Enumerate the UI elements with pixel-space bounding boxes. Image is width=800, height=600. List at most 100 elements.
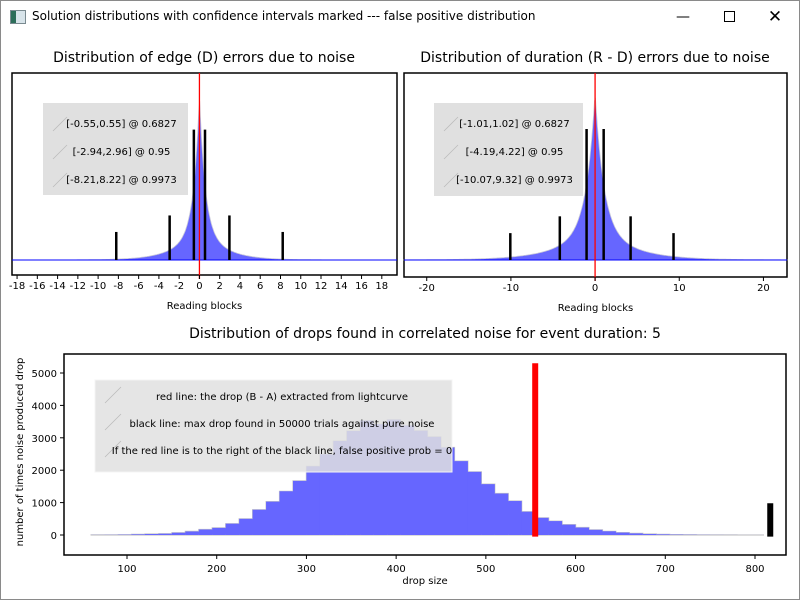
- legend-swatch-icon: [104, 440, 122, 458]
- y-tick-label: 2000: [32, 466, 57, 477]
- histogram-bar: [144, 534, 159, 535]
- y-tick-label: 0: [51, 531, 57, 542]
- histogram-bar: [467, 471, 482, 535]
- histogram-bar: [521, 511, 536, 535]
- histogram-bar: [239, 518, 253, 535]
- x-tick-label: 600: [566, 564, 585, 575]
- x-tick-label: 12: [315, 281, 328, 292]
- histogram-bar: [642, 534, 657, 535]
- histogram-bar: [319, 454, 334, 535]
- legend-swatch-icon: [104, 386, 122, 404]
- x-tick-label: 10: [673, 283, 686, 294]
- legend-swatch-icon: [52, 116, 68, 132]
- x-tick-label: 300: [297, 564, 316, 575]
- x-tick-label: 500: [476, 564, 495, 575]
- legend-swatch-icon: [52, 172, 68, 188]
- y-tick-label: 1000: [32, 499, 57, 510]
- y-tick-label: 4000: [32, 401, 57, 412]
- histogram-bar: [481, 484, 495, 535]
- x-tick-label: 400: [387, 564, 406, 575]
- x-tick-label: 200: [207, 564, 226, 575]
- histogram-bar: [494, 493, 509, 535]
- legend-box: [94, 379, 453, 473]
- window-title: Solution distributions with confidence i…: [32, 9, 536, 23]
- histogram-bar: [252, 509, 267, 535]
- legend-box: [434, 103, 583, 196]
- edge-chart-title: Distribution of edge (D) errors due to n…: [53, 50, 355, 66]
- legend-entry: [-2.94,2.96] @ 0.95: [73, 147, 171, 158]
- legend-swatch-icon: [104, 413, 122, 431]
- x-axis-label: drop size: [402, 576, 447, 587]
- x-tick-label: 20: [757, 283, 770, 294]
- legend-swatch-icon: [443, 116, 459, 132]
- minimize-button[interactable]: —: [660, 1, 706, 32]
- histogram-bar: [575, 527, 590, 535]
- x-tick-label: 100: [117, 564, 136, 575]
- legend-entry: [-10.07,9.32] @ 0.9973: [456, 175, 573, 186]
- duration-chart-title: Distribution of duration (R - D) errors …: [420, 50, 770, 66]
- histogram-bar: [158, 533, 172, 535]
- histogram-bar: [629, 533, 643, 535]
- x-tick-label: 8: [277, 281, 283, 292]
- x-tick-label: 0: [196, 281, 202, 292]
- histogram-bar: [198, 529, 213, 535]
- histogram-bar: [454, 461, 468, 535]
- x-tick-label: 10: [294, 281, 307, 292]
- close-button[interactable]: ✕: [752, 1, 798, 32]
- x-tick-label: 6: [257, 281, 263, 292]
- histogram-bar: [279, 491, 293, 535]
- legend-entry: [-4.19,4.22] @ 0.95: [466, 147, 564, 158]
- legend-entry: black line: max drop found in 50000 tria…: [130, 419, 435, 430]
- x-tick-label: 4: [237, 281, 243, 292]
- legend-entry: [-1.01,1.02] @ 0.6827: [459, 119, 569, 130]
- x-tick-label: -8: [113, 281, 123, 292]
- x-tick-label: -10: [90, 281, 106, 292]
- histogram-bar: [306, 466, 320, 535]
- maximize-button[interactable]: [706, 1, 752, 32]
- legend-swatch-icon: [52, 144, 68, 160]
- histogram-bar: [535, 517, 549, 535]
- x-tick-label: -12: [70, 281, 86, 292]
- x-tick-label: -4: [154, 281, 164, 292]
- histogram-bar: [171, 532, 186, 535]
- histogram-bar: [131, 534, 145, 535]
- histogram-bar: [225, 523, 240, 535]
- histogram-bar: [185, 531, 199, 535]
- y-tick-label: 5000: [32, 369, 57, 380]
- maximize-icon: [723, 11, 735, 22]
- x-tick-label: 18: [375, 281, 388, 292]
- legend-entry: red line: the drop (B - A) extracted fro…: [156, 392, 408, 403]
- x-tick-label: -6: [134, 281, 144, 292]
- legend-swatch-icon: [443, 172, 459, 188]
- x-tick-label: 2: [217, 281, 223, 292]
- x-tick-label: -16: [29, 281, 45, 292]
- histogram-bar: [266, 501, 280, 535]
- drop-chart-title: Distribution of drops found in correlate…: [189, 326, 661, 342]
- x-axis-label: Reading blocks: [558, 303, 634, 314]
- histogram-bar: [589, 529, 603, 535]
- x-tick-label: 700: [656, 564, 675, 575]
- histogram-bar: [212, 527, 226, 535]
- legend-entry: [-8.21,8.22] @ 0.9973: [66, 175, 176, 186]
- histogram-bar: [615, 532, 630, 535]
- x-tick-label: 14: [335, 281, 348, 292]
- histogram-bar: [602, 531, 616, 535]
- y-tick-label: 3000: [32, 434, 57, 445]
- app-icon: [10, 10, 26, 24]
- x-tick-label: -10: [503, 283, 519, 294]
- histogram-bar: [508, 500, 522, 535]
- legend-entry: [-0.55,0.55] @ 0.6827: [66, 119, 176, 130]
- histogram-bar: [656, 534, 670, 535]
- histogram-bar: [292, 480, 307, 535]
- legend-swatch-icon: [443, 144, 459, 160]
- histogram-bar: [548, 521, 563, 535]
- x-tick-label: -20: [419, 283, 435, 294]
- x-tick-label: 0: [592, 283, 598, 294]
- close-icon: ✕: [767, 6, 783, 27]
- x-tick-label: 16: [355, 281, 368, 292]
- histogram-bar: [562, 524, 576, 535]
- x-tick-label: -2: [174, 281, 184, 292]
- x-axis-label: Reading blocks: [167, 301, 243, 312]
- minimize-icon: —: [676, 8, 690, 25]
- x-tick-label: -14: [49, 281, 65, 292]
